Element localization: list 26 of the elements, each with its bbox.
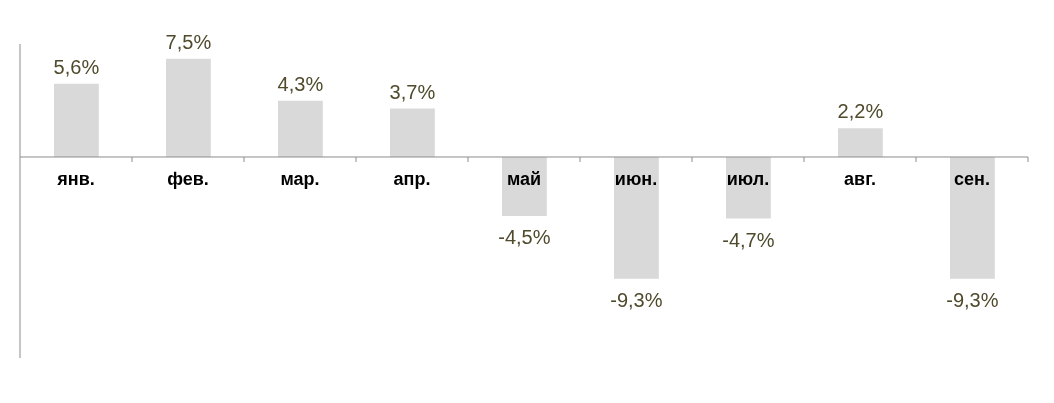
data-label: -9,3% (946, 288, 999, 311)
data-label: 4,3% (277, 72, 324, 95)
x-tick-label: фев. (167, 168, 209, 189)
bar (278, 100, 323, 157)
x-tick-label: июл. (726, 168, 770, 189)
data-label: -4,7% (722, 228, 775, 251)
bar (390, 108, 435, 157)
x-tick-label: янв. (56, 168, 95, 189)
bar (166, 58, 211, 157)
data-label: 3,7% (389, 80, 436, 103)
data-label: -4,5% (498, 225, 551, 248)
bar (950, 156, 995, 279)
data-label: -9,3% (610, 288, 663, 311)
bar (614, 156, 659, 279)
x-tick-label: апр. (393, 168, 431, 189)
x-tick-label: мар. (280, 168, 320, 189)
x-tick-label: сен. (954, 168, 990, 189)
data-label: 2,2% (837, 100, 884, 123)
x-tick-label: авг. (844, 168, 876, 189)
x-tick-label: июн. (614, 168, 658, 189)
x-tick-label: май (506, 168, 542, 189)
bar (54, 83, 99, 157)
data-label: 7,5% (165, 30, 212, 53)
bar (838, 128, 883, 157)
bar (726, 156, 771, 219)
data-label: 5,6% (53, 55, 100, 78)
